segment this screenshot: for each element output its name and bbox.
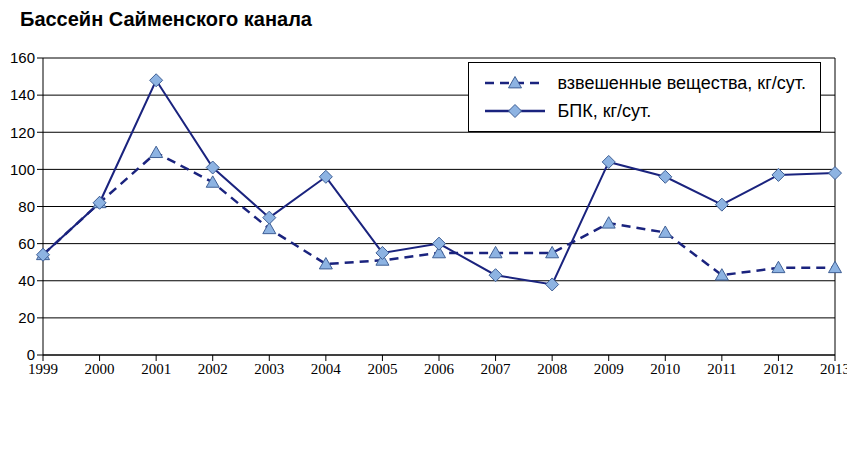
svg-text:40: 40	[18, 272, 35, 289]
svg-text:2011: 2011	[707, 361, 736, 377]
svg-text:140: 140	[10, 86, 35, 103]
svg-text:1999: 1999	[28, 360, 58, 377]
svg-text:2002: 2002	[198, 361, 228, 377]
svg-text:2008: 2008	[537, 361, 567, 377]
svg-text:80: 80	[18, 198, 35, 215]
svg-text:2013: 2013	[820, 361, 847, 377]
svg-text:160: 160	[10, 49, 35, 66]
svg-text:60: 60	[18, 235, 35, 252]
html-text:БПК, кг/сут.: БПК, кг/сут.	[557, 100, 652, 121]
svg-text:2005: 2005	[367, 361, 397, 377]
svg-text:2006: 2006	[424, 361, 455, 377]
svg-text:2004: 2004	[311, 361, 342, 377]
svg-text:2007: 2007	[481, 361, 512, 377]
svg-text:2012: 2012	[763, 361, 793, 377]
svg-text:20: 20	[18, 309, 35, 326]
html-text:взвешенные вещества, кг/сут.: взвешенные вещества, кг/сут.	[557, 72, 806, 93]
html-text:Бассейн Сайменского канала: Бассейн Сайменского канала	[20, 8, 312, 30]
svg-text:2009: 2009	[594, 361, 624, 377]
svg-text:100: 100	[10, 161, 35, 178]
svg-text:2001: 2001	[141, 361, 171, 377]
svg-text:2000: 2000	[85, 361, 115, 377]
svg-text:0: 0	[27, 346, 35, 363]
svg-text:120: 120	[10, 124, 35, 141]
svg-text:2003: 2003	[254, 361, 284, 377]
svg-text:2010: 2010	[650, 361, 680, 377]
